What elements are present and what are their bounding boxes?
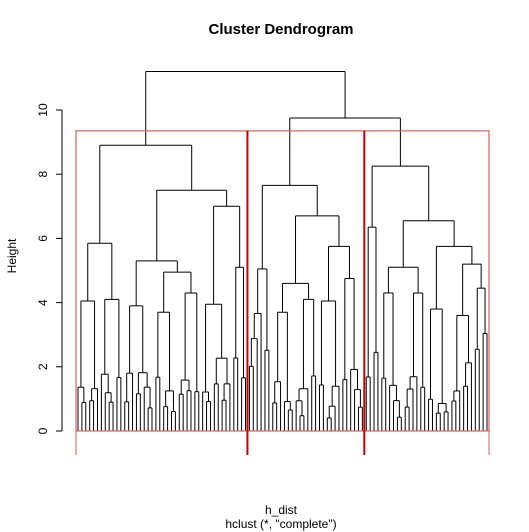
y-tick-label: 2: [36, 363, 50, 370]
x-axis-label: h_dist: [265, 503, 298, 517]
y-axis-label: Height: [5, 238, 19, 273]
y-tick-label: 10: [36, 103, 50, 117]
y-axis: 0 2 4 6 8 10: [36, 103, 63, 434]
y-tick-label: 8: [36, 171, 50, 178]
cut-rectangle: [75, 130, 490, 432]
y-tick-label: 4: [36, 299, 50, 306]
method-sublabel: hclust (*, "complete"): [225, 517, 336, 531]
y-tick-label: 0: [36, 427, 50, 434]
dendrogram-tree: [77, 70, 488, 431]
y-tick-label: 6: [36, 235, 50, 242]
chart-title: Cluster Dendrogram: [208, 21, 353, 38]
cluster-cut-overlay: [75, 130, 490, 455]
